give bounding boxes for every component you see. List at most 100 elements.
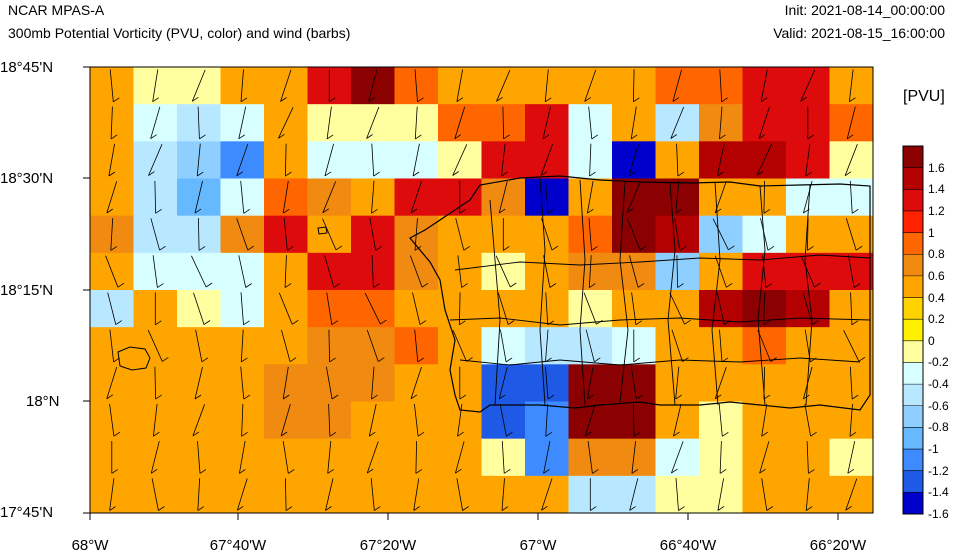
colorbar-swatch	[903, 210, 923, 233]
wind-barb	[800, 69, 816, 102]
boundary	[804, 184, 813, 406]
wind-barb-flag	[639, 245, 647, 251]
wind-barb-flag	[150, 134, 157, 140]
wind-barb	[109, 403, 115, 437]
field-description: 300mb Potential Vorticity (PVU, color) a…	[8, 25, 351, 41]
lon-label-68w: 68°W	[71, 537, 109, 554]
wind-barb	[285, 143, 287, 177]
wind-barb	[719, 441, 722, 474]
wind-barb	[109, 329, 114, 362]
wind-barb	[151, 478, 159, 511]
wind-barb-flag	[413, 506, 420, 511]
wind-barb	[541, 478, 553, 511]
wind-barb	[712, 218, 729, 250]
wind-barb-flag	[380, 319, 387, 325]
wind-barb-flag	[159, 245, 166, 251]
wind-barb-flag	[152, 97, 159, 103]
wind-barb	[322, 181, 337, 213]
wind-barb	[278, 107, 294, 139]
wind-barb	[496, 69, 511, 102]
wind-barb-flag	[241, 357, 248, 363]
wind-barb-flag	[410, 394, 418, 400]
colorbar-label: -0.4	[928, 377, 949, 392]
wind-barb	[109, 69, 114, 102]
wind-barb	[847, 441, 856, 474]
boundary	[489, 199, 501, 406]
wind-barb-flag	[245, 283, 252, 288]
wind-barb-flag	[679, 246, 687, 251]
wind-barb-flag	[767, 245, 775, 251]
lat-label-18-15n: 18°15'N	[0, 282, 54, 299]
wind-barb-flag	[331, 394, 339, 400]
wind-barb	[756, 144, 772, 176]
wind-barb-flag	[672, 97, 680, 102]
wind-barb-flag	[758, 134, 766, 139]
wind-barb	[501, 143, 506, 177]
wind-barb	[366, 441, 379, 474]
colorbar-swatch	[903, 362, 923, 385]
wind-barb-flag	[239, 469, 246, 474]
wind-barb	[364, 292, 381, 325]
wind-barb	[324, 143, 334, 177]
wind-barb	[153, 403, 158, 437]
wind-barb-flag	[545, 431, 553, 437]
wind-barb-flag	[194, 208, 202, 214]
colorbar-swatch	[903, 405, 923, 428]
wind-barb-flag	[150, 468, 158, 474]
wind-barb	[452, 329, 467, 362]
wind-barb-flag	[496, 96, 503, 102]
wind-barb	[716, 292, 725, 325]
wind-barb-flag	[417, 97, 424, 103]
wind-barb	[109, 478, 115, 511]
wind-barb	[328, 403, 331, 437]
wind-barb	[805, 478, 810, 511]
wind-barb-flag	[371, 394, 378, 400]
wind-barb-flag	[282, 394, 290, 400]
lon-label-67w: 67°W	[519, 537, 557, 554]
boundary	[757, 185, 766, 406]
wind-barb-flag	[587, 394, 594, 400]
wind-barb	[545, 366, 549, 400]
wind-barb-flag	[109, 506, 116, 511]
wind-barb-flag	[192, 96, 199, 102]
wind-barb	[670, 106, 685, 139]
wind-barb-flag	[111, 469, 119, 474]
wind-barb	[412, 292, 421, 325]
wind-barb-flag	[196, 171, 204, 177]
wind-barb-flag	[633, 97, 640, 103]
lon-label-67-20w: 67°20'W	[359, 537, 417, 554]
wind-barb	[846, 106, 856, 139]
wind-barb-flag	[324, 171, 332, 177]
wind-barb-flag	[238, 134, 246, 140]
wind-barb	[371, 255, 374, 288]
wind-barb-flag	[851, 208, 859, 214]
wind-barb-flag	[498, 208, 506, 214]
boundary	[619, 181, 629, 403]
wind-barb	[803, 180, 813, 214]
wind-barb-flag	[335, 245, 343, 251]
colorbar-swatch	[903, 254, 923, 277]
wind-barb-flag	[765, 283, 773, 288]
wind-barb	[633, 69, 635, 102]
wind-barb-flag	[461, 283, 468, 288]
colorbar-swatch	[903, 146, 923, 169]
wind-barb	[110, 106, 113, 139]
wind-barb-flag	[756, 171, 764, 176]
wind-barb	[498, 181, 508, 214]
wind-barb	[587, 441, 593, 474]
wind-barb	[675, 478, 679, 511]
wind-barb	[106, 181, 118, 214]
wind-barb	[630, 366, 637, 400]
wind-barb-flag	[373, 171, 380, 177]
colorbar-swatch	[903, 449, 923, 472]
wind-barb-flag	[378, 357, 385, 362]
wind-barb-flag	[110, 134, 118, 140]
wind-barb	[588, 106, 593, 139]
wind-barb-flag	[673, 431, 680, 437]
wind-barb-flag	[205, 282, 213, 288]
wind-barb	[240, 366, 245, 400]
colorbar-label: 0.2	[928, 312, 945, 327]
wind-barb-flag	[851, 320, 859, 326]
wind-barb	[583, 292, 597, 325]
wind-barb-flag	[410, 208, 418, 214]
